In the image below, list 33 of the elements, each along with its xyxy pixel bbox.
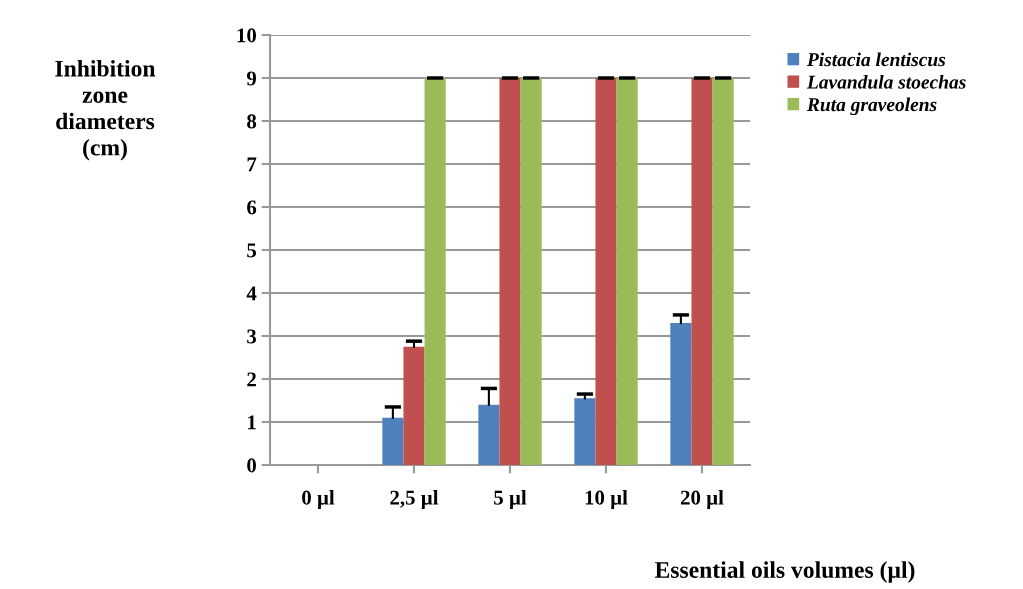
bar [499, 78, 521, 465]
y-tick-label: 1 [248, 415, 256, 430]
y-tick-label: 7 [247, 157, 257, 172]
bar [670, 323, 692, 465]
y-tick-label: 8 [247, 114, 257, 129]
x-tick-label: 10 µl [585, 490, 628, 509]
legend-label: Lavandula stoechas [806, 74, 966, 89]
y-tick-label: 0 [247, 458, 257, 473]
x-tick-label: 20 µl [680, 490, 724, 509]
x-tick-label: 5 µl [494, 490, 527, 509]
bar [574, 398, 596, 465]
bar [712, 78, 734, 465]
y-tick-label: 6 [247, 200, 257, 215]
legend-label: Pistacia lentiscus [806, 52, 946, 67]
x-tick-label: 0 µl [302, 490, 335, 509]
legend-label: Ruta graveolens [806, 97, 937, 116]
y-tick-label: 2 [247, 372, 256, 387]
y-tick-label: 3 [247, 329, 257, 344]
bar [691, 78, 713, 465]
y-tick-label: 4 [246, 286, 257, 301]
bar [424, 78, 446, 465]
bar [478, 404, 500, 465]
bar [616, 78, 638, 465]
bar [403, 346, 425, 465]
y-tick-label: 10 [237, 28, 257, 43]
y-tick-label: 5 [247, 243, 257, 258]
x-tick-label: 2,5 µl [390, 490, 439, 509]
bar [520, 78, 542, 465]
bar [382, 417, 404, 465]
bar [595, 78, 617, 465]
y-tick-label: 9 [246, 71, 257, 86]
y-axis-title: Inhibition zone diameters (cm) [55, 60, 156, 161]
x-axis-title: Essential oils volumes (µl) [654, 561, 915, 583]
